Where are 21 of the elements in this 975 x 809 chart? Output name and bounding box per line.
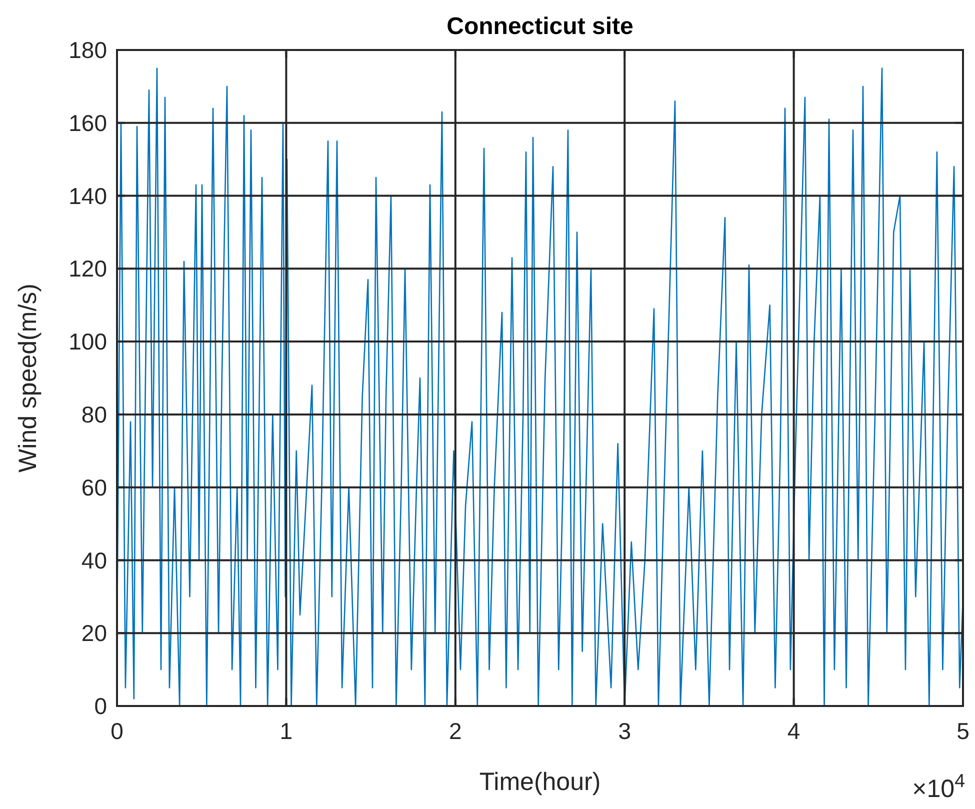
y-tick-label: 60 [81,474,107,500]
chart-title: Connecticut site [446,13,634,40]
x-tick-label: 1 [280,718,293,744]
y-tick-label: 40 [81,547,107,574]
y-tick-label: 100 [68,328,107,355]
y-tick-label: 120 [68,256,107,282]
y-tick-label: 0 [94,693,107,720]
x-tick-label: 5 [956,718,970,744]
line-series [117,68,963,706]
y-tick-label: 140 [68,182,107,209]
y-tick-label: 80 [81,401,107,428]
text: ×10$^{4}$ [912,770,965,803]
x-tick-label: 0 [110,718,124,744]
x-tick-label: 3 [618,718,631,744]
y-tick-label: 160 [68,110,107,136]
y-tick-label: 20 [81,620,107,646]
x-axis-title: Time(hour) [479,768,601,796]
y-axis-title: Wind speed(m/s) [14,284,42,472]
x-tick-label: 4 [787,718,800,744]
x-tick-label: 2 [449,718,462,744]
y-tick-label: 180 [68,37,107,64]
